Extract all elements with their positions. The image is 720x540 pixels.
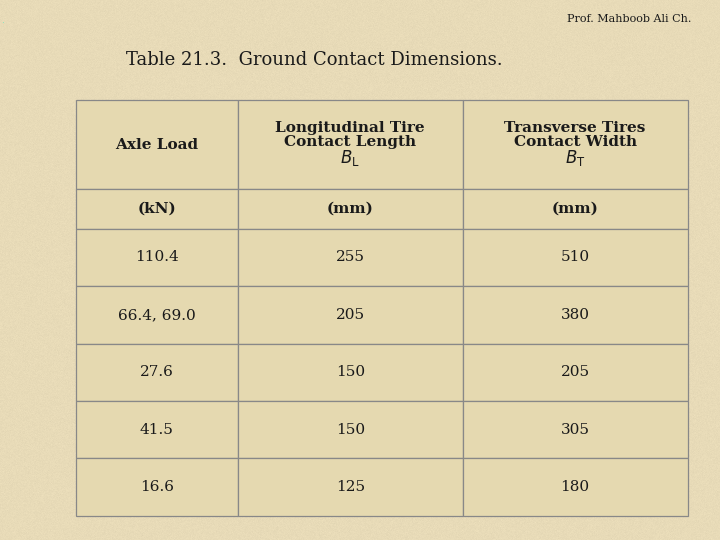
Text: Prof. Mahboob Ali Ch.: Prof. Mahboob Ali Ch. — [567, 14, 691, 24]
Text: (kN): (kN) — [138, 202, 176, 216]
Text: 255: 255 — [336, 251, 365, 265]
Text: 205: 205 — [561, 365, 590, 379]
Text: 150: 150 — [336, 423, 365, 437]
Text: 305: 305 — [561, 423, 590, 437]
Text: Contact Length: Contact Length — [284, 135, 416, 149]
Text: 510: 510 — [561, 251, 590, 265]
Text: 41.5: 41.5 — [140, 423, 174, 437]
Text: 110.4: 110.4 — [135, 251, 179, 265]
Text: 27.6: 27.6 — [140, 365, 174, 379]
Text: 205: 205 — [336, 308, 365, 322]
Text: Table 21.3.  Ground Contact Dimensions.: Table 21.3. Ground Contact Dimensions. — [126, 51, 503, 69]
Text: (mm): (mm) — [552, 202, 598, 216]
Text: 66.4, 69.0: 66.4, 69.0 — [118, 308, 196, 322]
Text: (mm): (mm) — [327, 202, 374, 216]
Text: $\mathit{B}_\mathrm{T}$: $\mathit{B}_\mathrm{T}$ — [565, 148, 585, 168]
Text: Longitudinal Tire: Longitudinal Tire — [276, 122, 425, 136]
Text: 125: 125 — [336, 480, 365, 494]
Text: Transverse Tires: Transverse Tires — [505, 122, 646, 136]
Text: 180: 180 — [561, 480, 590, 494]
Text: $\mathit{B}_\mathrm{L}$: $\mathit{B}_\mathrm{L}$ — [341, 148, 360, 168]
Text: Contact Width: Contact Width — [513, 135, 636, 149]
Text: 16.6: 16.6 — [140, 480, 174, 494]
Text: 150: 150 — [336, 365, 365, 379]
Text: Axle Load: Axle Load — [115, 138, 198, 152]
Text: 380: 380 — [561, 308, 590, 322]
